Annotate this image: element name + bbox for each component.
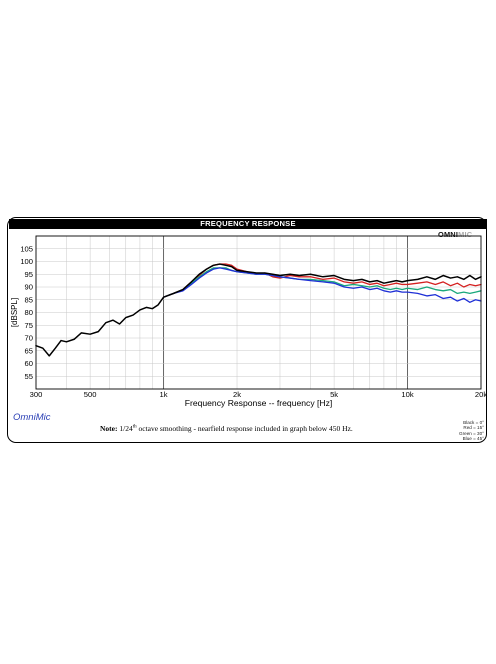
series-line-1aa87c [162,267,482,298]
y-tick-label: 60 [25,359,33,368]
y-tick-label: 80 [25,308,33,317]
series-layer [35,263,482,357]
y-tick-label: 70 [25,334,33,343]
x-tick-label: 500 [84,390,97,399]
key-entry-red: Red = 15° [463,425,484,431]
x-tick-label: 1k [160,390,168,399]
omnimic-label: OmniMic [13,412,51,423]
series-line-000000 [35,263,482,357]
key-entry-green: Green = 30° [459,430,484,436]
y-tick-label: 85 [25,295,33,304]
y-tick-label: 90 [25,283,33,292]
y-tick-label: 65 [25,346,33,355]
y-tick-labels: 55 60 65 70 75 80 85 90 95 100 105 [20,244,33,381]
y-tick-label: 75 [25,321,33,330]
brand-logo-text-a: OMNI [438,230,459,239]
plot-border [35,235,482,390]
y-tick-label: 55 [25,372,33,381]
chart-frame [7,217,487,443]
brand-logo: OMNIMIC [438,230,472,239]
key-entry-black: Black = 0° [463,420,484,425]
smoothing-note: Note: 1/24th octave smoothing - nearfiel… [100,424,353,433]
x-tick-labels: 300 500 1k 2k 5k 10k 20k [30,390,488,399]
x-axis-label: Frequency Response -- frequency [Hz] [185,398,333,408]
chart-title: FREQUENCY RESPONSE [9,219,487,229]
note-sup: th [132,424,137,430]
y-axis-label: [dBSPL] [10,298,19,327]
x-tick-label: 5k [330,390,338,399]
x-tick-label: 300 [30,390,43,399]
y-tick-label: 95 [25,270,33,279]
key-entry-blue: Blue = 45° [462,436,484,442]
x-tick-label: 20k [475,390,487,399]
note-pre: 1/24 [119,424,133,433]
note-bold: Note: [100,424,118,433]
series-line-1e2fd6 [162,267,482,303]
x-tick-label: 2k [233,390,241,399]
note-post: octave smoothing - nearfield response in… [138,424,353,433]
y-tick-label: 105 [20,244,33,253]
angle-key: Black = 0° Red = 15° Green = 30° Blue = … [440,420,484,442]
x-tick-label: 10k [401,390,413,399]
y-tick-label: 100 [20,257,33,266]
grid-major [36,248,481,377]
brand-logo-text-b: MIC [458,230,473,239]
